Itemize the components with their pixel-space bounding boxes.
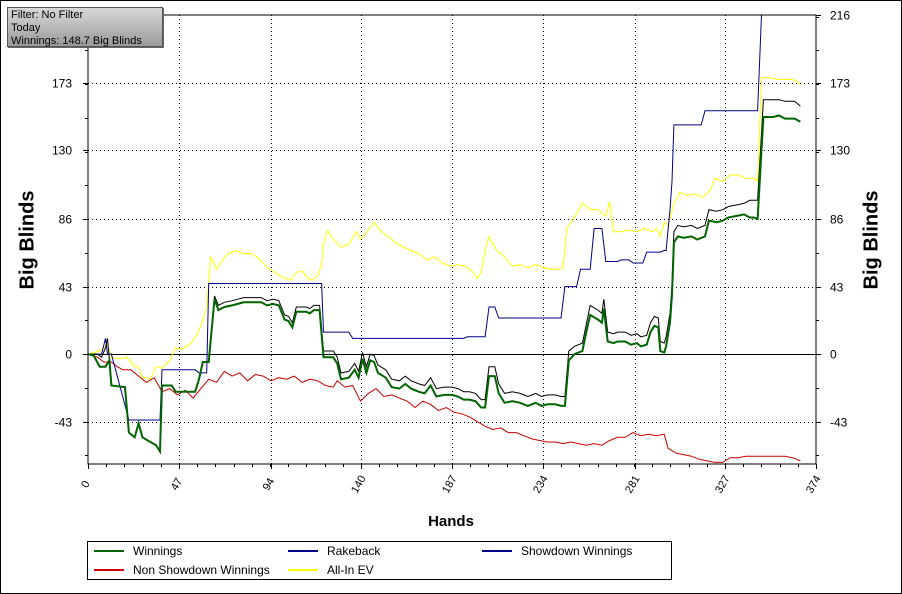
legend-label: Winnings	[133, 544, 183, 558]
y-tick-label-right: 86	[830, 213, 844, 227]
period-text: Today	[11, 22, 41, 34]
y-tick-label-left: 130	[52, 144, 72, 158]
series-line-rakeback	[88, 99, 801, 454]
legend-swatch	[94, 550, 124, 552]
x-axis-label: Hands	[428, 513, 474, 530]
x-tick-label: 374	[804, 474, 824, 496]
series-line-non-showdown-winnings	[88, 353, 801, 463]
winnings-text: Winnings: 148.7 Big Blinds	[11, 35, 142, 47]
y-tick-label-left: 0	[65, 348, 72, 362]
y-tick-label-right: 173	[830, 77, 850, 91]
x-tick-label: 234	[531, 474, 551, 496]
x-tick-label: 327	[713, 474, 733, 496]
legend-swatch	[288, 569, 318, 571]
y-tick-label-right: 43	[830, 281, 844, 295]
legend-label: All-In EV	[327, 563, 374, 577]
filter-text: Filter: No Filter	[11, 9, 84, 21]
y-tick-label-right: 0	[830, 348, 837, 362]
series-line-showdown-winnings	[88, 15, 764, 421]
legend-label: Showdown Winnings	[521, 544, 633, 558]
series-lines	[88, 15, 801, 463]
y-tick-label-left: 86	[59, 213, 73, 227]
x-tick-label: 140	[349, 474, 369, 496]
grid-lines	[88, 15, 816, 464]
y-tick-label-right: 130	[830, 144, 850, 158]
x-tick-label: 281	[623, 474, 643, 496]
x-tick-label: 187	[440, 474, 460, 496]
legend: Winnings Rakeback Showdown Winnings Non …	[87, 541, 672, 580]
series-line-all-in-ev	[88, 77, 801, 380]
winnings-chart: 0 47 94 140 187 234 281 327 374 -43 0 43 86 130 173 -43…	[52, 9, 850, 496]
legend-swatch	[288, 550, 318, 552]
x-tick-label: 0	[79, 479, 92, 490]
y-tick-label-left: 43	[59, 281, 73, 295]
y-tick-label-left: 173	[52, 77, 72, 91]
x-tick-label: 94	[261, 476, 278, 493]
legend-label: Rakeback	[327, 544, 381, 558]
x-tick-label: 47	[169, 476, 186, 493]
tick-labels: 0 47 94 140 187 234 281 327 374 -43 0 43 86 130 173 -43…	[52, 9, 850, 496]
legend-swatch	[482, 550, 512, 552]
info-box: Filter: No Filter Today Winnings: 148.7 …	[7, 7, 163, 47]
series-line-winnings	[88, 114, 801, 455]
y-tick-label-right: 216	[830, 9, 850, 23]
y-tick-label-left: -43	[55, 416, 73, 430]
axes	[83, 14, 821, 469]
legend-swatch	[94, 569, 124, 571]
y-tick-label-right: -43	[830, 416, 848, 430]
legend-label: Non Showdown Winnings	[133, 563, 270, 577]
